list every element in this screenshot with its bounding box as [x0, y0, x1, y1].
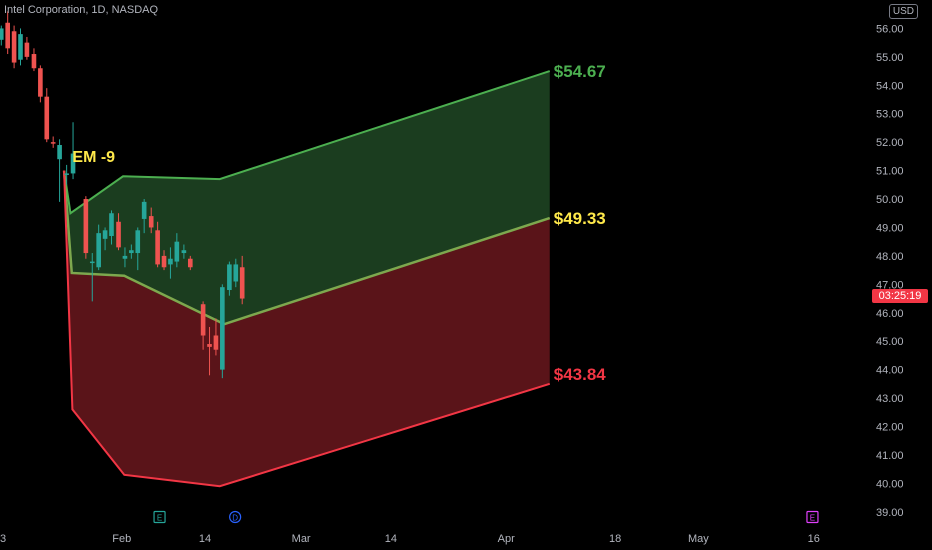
y-tick-label: 56.00 — [876, 23, 904, 35]
earnings-marker-icon — [806, 510, 819, 524]
x-tick-label: Mar — [292, 533, 311, 545]
upper-expected-move-area — [64, 71, 550, 325]
candle-body — [83, 199, 89, 254]
x-tick-label: 18 — [609, 533, 621, 545]
candle-body — [200, 304, 206, 336]
x-tick-label: 13 — [0, 533, 6, 545]
y-tick-label: 45.00 — [876, 336, 904, 348]
x-tick-label: 14 — [385, 533, 397, 545]
x-tick-label: Apr — [498, 533, 515, 545]
candle-body — [213, 335, 219, 350]
candle-body — [64, 173, 69, 175]
y-tick-label: 52.00 — [876, 137, 904, 149]
candle-body — [181, 250, 187, 254]
candle-body — [227, 264, 232, 291]
em-label: EM -9 — [72, 149, 115, 166]
y-tick-label: 50.00 — [876, 194, 904, 206]
candle-body — [38, 68, 43, 97]
candle-body — [96, 233, 101, 268]
candle-body — [233, 264, 239, 282]
candle-body — [57, 145, 62, 160]
candle-body — [148, 216, 154, 228]
y-tick-label: 42.00 — [876, 421, 904, 433]
candle-body — [24, 42, 30, 57]
middle-band-line — [62, 170, 551, 326]
candle-body — [161, 255, 167, 268]
y-tick-label: 49.00 — [876, 222, 904, 234]
y-tick-label: 48.00 — [876, 251, 904, 263]
candle-body — [168, 258, 173, 265]
x-tick-label: Feb — [112, 533, 131, 545]
candle-body — [155, 230, 160, 265]
y-tick-label: 43.00 — [876, 393, 904, 405]
x-tick-label: May — [688, 533, 709, 545]
candles-layer — [0, 11, 245, 379]
lower-price-label: $43.84 — [554, 365, 607, 384]
band-layer — [62, 70, 551, 488]
y-tick-label: 51.00 — [876, 166, 904, 178]
y-tick-label: 47.00 — [876, 279, 904, 291]
candle-body — [141, 201, 147, 219]
x-tick-label: 16 — [808, 533, 820, 545]
dividend-marker-icon — [229, 510, 242, 524]
event-marker-letter: E — [810, 514, 815, 523]
candle-body — [11, 31, 17, 63]
event-marker-letter: E — [157, 514, 162, 523]
candle-body — [31, 54, 37, 69]
upper-band-line — [63, 70, 551, 215]
candle-body — [89, 261, 95, 264]
candle-body — [50, 142, 56, 144]
candle-body — [187, 258, 193, 268]
candle-body — [70, 153, 76, 174]
x-tick-label: 14 — [199, 533, 211, 545]
candle-body — [239, 267, 245, 299]
candle-body — [116, 221, 121, 248]
y-tick-label: 54.00 — [876, 80, 904, 92]
candle-body — [0, 28, 4, 40]
candle-body — [44, 96, 50, 140]
upper-price-label: $54.67 — [554, 62, 606, 81]
y-tick-label: 40.00 — [876, 478, 904, 490]
lower-expected-move-area — [64, 170, 550, 487]
price-axis[interactable]: 39.00 40.00 41.00 42.00 43.00 44.00 45.00 46.00… — [876, 23, 904, 518]
candle-body — [5, 22, 10, 49]
event-marker-letter: D — [232, 514, 238, 523]
candle-body — [135, 230, 141, 254]
candle-body — [207, 344, 212, 347]
candle-body — [102, 230, 108, 239]
y-tick-label: 55.00 — [876, 52, 904, 64]
candle-body — [174, 241, 180, 262]
y-tick-label: 41.00 — [876, 450, 904, 462]
candle-body — [109, 213, 114, 236]
candle-body — [220, 287, 225, 370]
y-tick-label: 44.00 — [876, 365, 904, 377]
middle-price-label: $49.33 — [554, 209, 606, 228]
candle-body — [122, 255, 128, 259]
time-axis[interactable]: 13 Feb 14 Mar 14 Apr 18 May 16 — [0, 533, 820, 545]
live-price-countdown-tag: 03:25:19 — [872, 289, 928, 303]
y-tick-label: 46.00 — [876, 308, 904, 320]
lower-band-line — [63, 170, 551, 488]
earnings-marker-icon — [153, 510, 166, 524]
symbol-title: Intel Corporation, 1D, NASDAQ — [4, 4, 159, 16]
candle-body — [129, 250, 134, 254]
y-tick-label: 53.00 — [876, 109, 904, 121]
currency-badge[interactable]: USD — [888, 4, 918, 19]
annotations: EM -9 $54.67 $49.33 $43.84 — [72, 62, 606, 384]
candle-body — [18, 34, 23, 60]
y-tick-label: 39.00 — [876, 507, 904, 519]
